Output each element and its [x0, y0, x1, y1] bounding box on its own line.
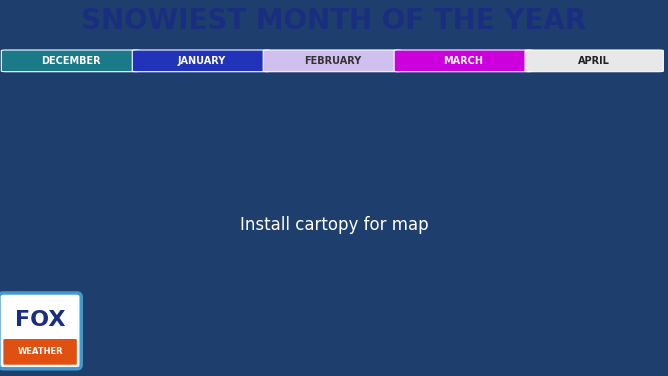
Text: SNOWIEST MONTH OF THE YEAR: SNOWIEST MONTH OF THE YEAR: [81, 6, 587, 35]
FancyBboxPatch shape: [3, 339, 77, 365]
FancyBboxPatch shape: [132, 50, 271, 72]
FancyBboxPatch shape: [394, 50, 532, 72]
FancyBboxPatch shape: [0, 293, 81, 369]
Text: JANUARY: JANUARY: [177, 56, 226, 66]
Text: WEATHER: WEATHER: [17, 347, 63, 356]
Text: FOX: FOX: [15, 310, 65, 330]
FancyBboxPatch shape: [263, 50, 401, 72]
Text: MARCH: MARCH: [444, 56, 483, 66]
Text: DECEMBER: DECEMBER: [41, 56, 100, 66]
FancyBboxPatch shape: [1, 50, 140, 72]
FancyBboxPatch shape: [525, 50, 663, 72]
Text: Install cartopy for map: Install cartopy for map: [240, 216, 428, 233]
Text: APRIL: APRIL: [578, 56, 610, 66]
Text: FEBRUARY: FEBRUARY: [304, 56, 361, 66]
